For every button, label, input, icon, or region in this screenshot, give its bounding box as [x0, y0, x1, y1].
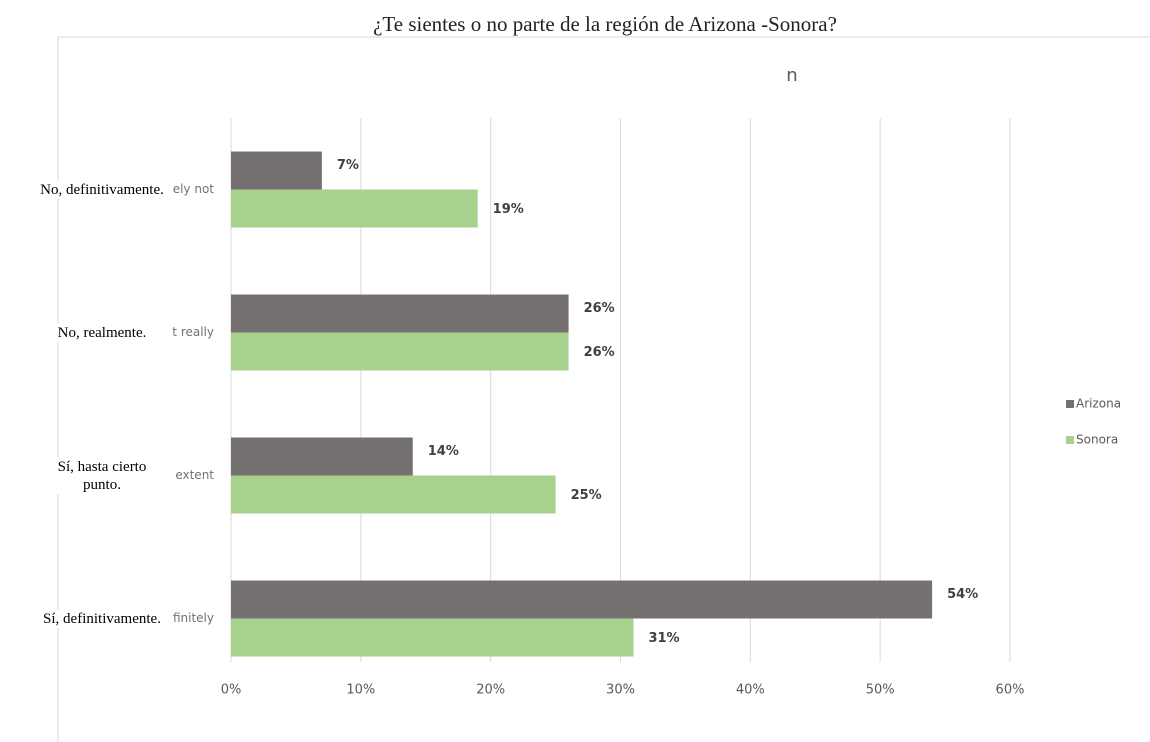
value-label: 7% [337, 158, 359, 173]
value-label: 25% [571, 488, 602, 503]
x-tick-label: 10% [346, 683, 375, 698]
value-label: 26% [584, 345, 615, 360]
value-label: 54% [947, 587, 978, 602]
bar [231, 332, 569, 371]
chart-subtitle: n [786, 65, 797, 86]
legend-swatch [1066, 436, 1074, 444]
x-tick-label: 40% [736, 683, 765, 698]
bar [231, 189, 478, 228]
chart-title: ¿Te sientes o no parte de la región de A… [373, 12, 837, 36]
value-label: 14% [428, 444, 459, 459]
category-label: Sí, hasta cierto punto. [40, 457, 164, 494]
x-tick-label: 50% [866, 683, 895, 698]
value-label: 19% [493, 202, 524, 217]
partial-category-label: t really [172, 325, 214, 339]
partial-category-label: extent [175, 468, 214, 482]
category-label: No, realmente. [40, 323, 164, 342]
category-label: No, definitivamente. [40, 180, 164, 199]
x-tick-label: 0% [221, 683, 242, 698]
x-tick-label: 20% [476, 683, 505, 698]
partial-category-label: ely not [173, 182, 215, 196]
bar [231, 618, 634, 657]
value-label: 26% [584, 301, 615, 316]
legend-label: Sonora [1076, 433, 1118, 447]
bar [231, 437, 413, 476]
bar [231, 151, 322, 190]
value-label: 31% [648, 631, 679, 646]
legend-swatch [1066, 400, 1074, 408]
bar [231, 580, 933, 619]
partial-category-label: finitely [173, 611, 214, 625]
category-label: Sí, definitivamente. [40, 609, 164, 628]
x-tick-label: 60% [996, 683, 1025, 698]
bar [231, 475, 556, 514]
bar [231, 294, 569, 333]
x-tick-label: 30% [606, 683, 635, 698]
legend-label: Arizona [1076, 397, 1121, 411]
